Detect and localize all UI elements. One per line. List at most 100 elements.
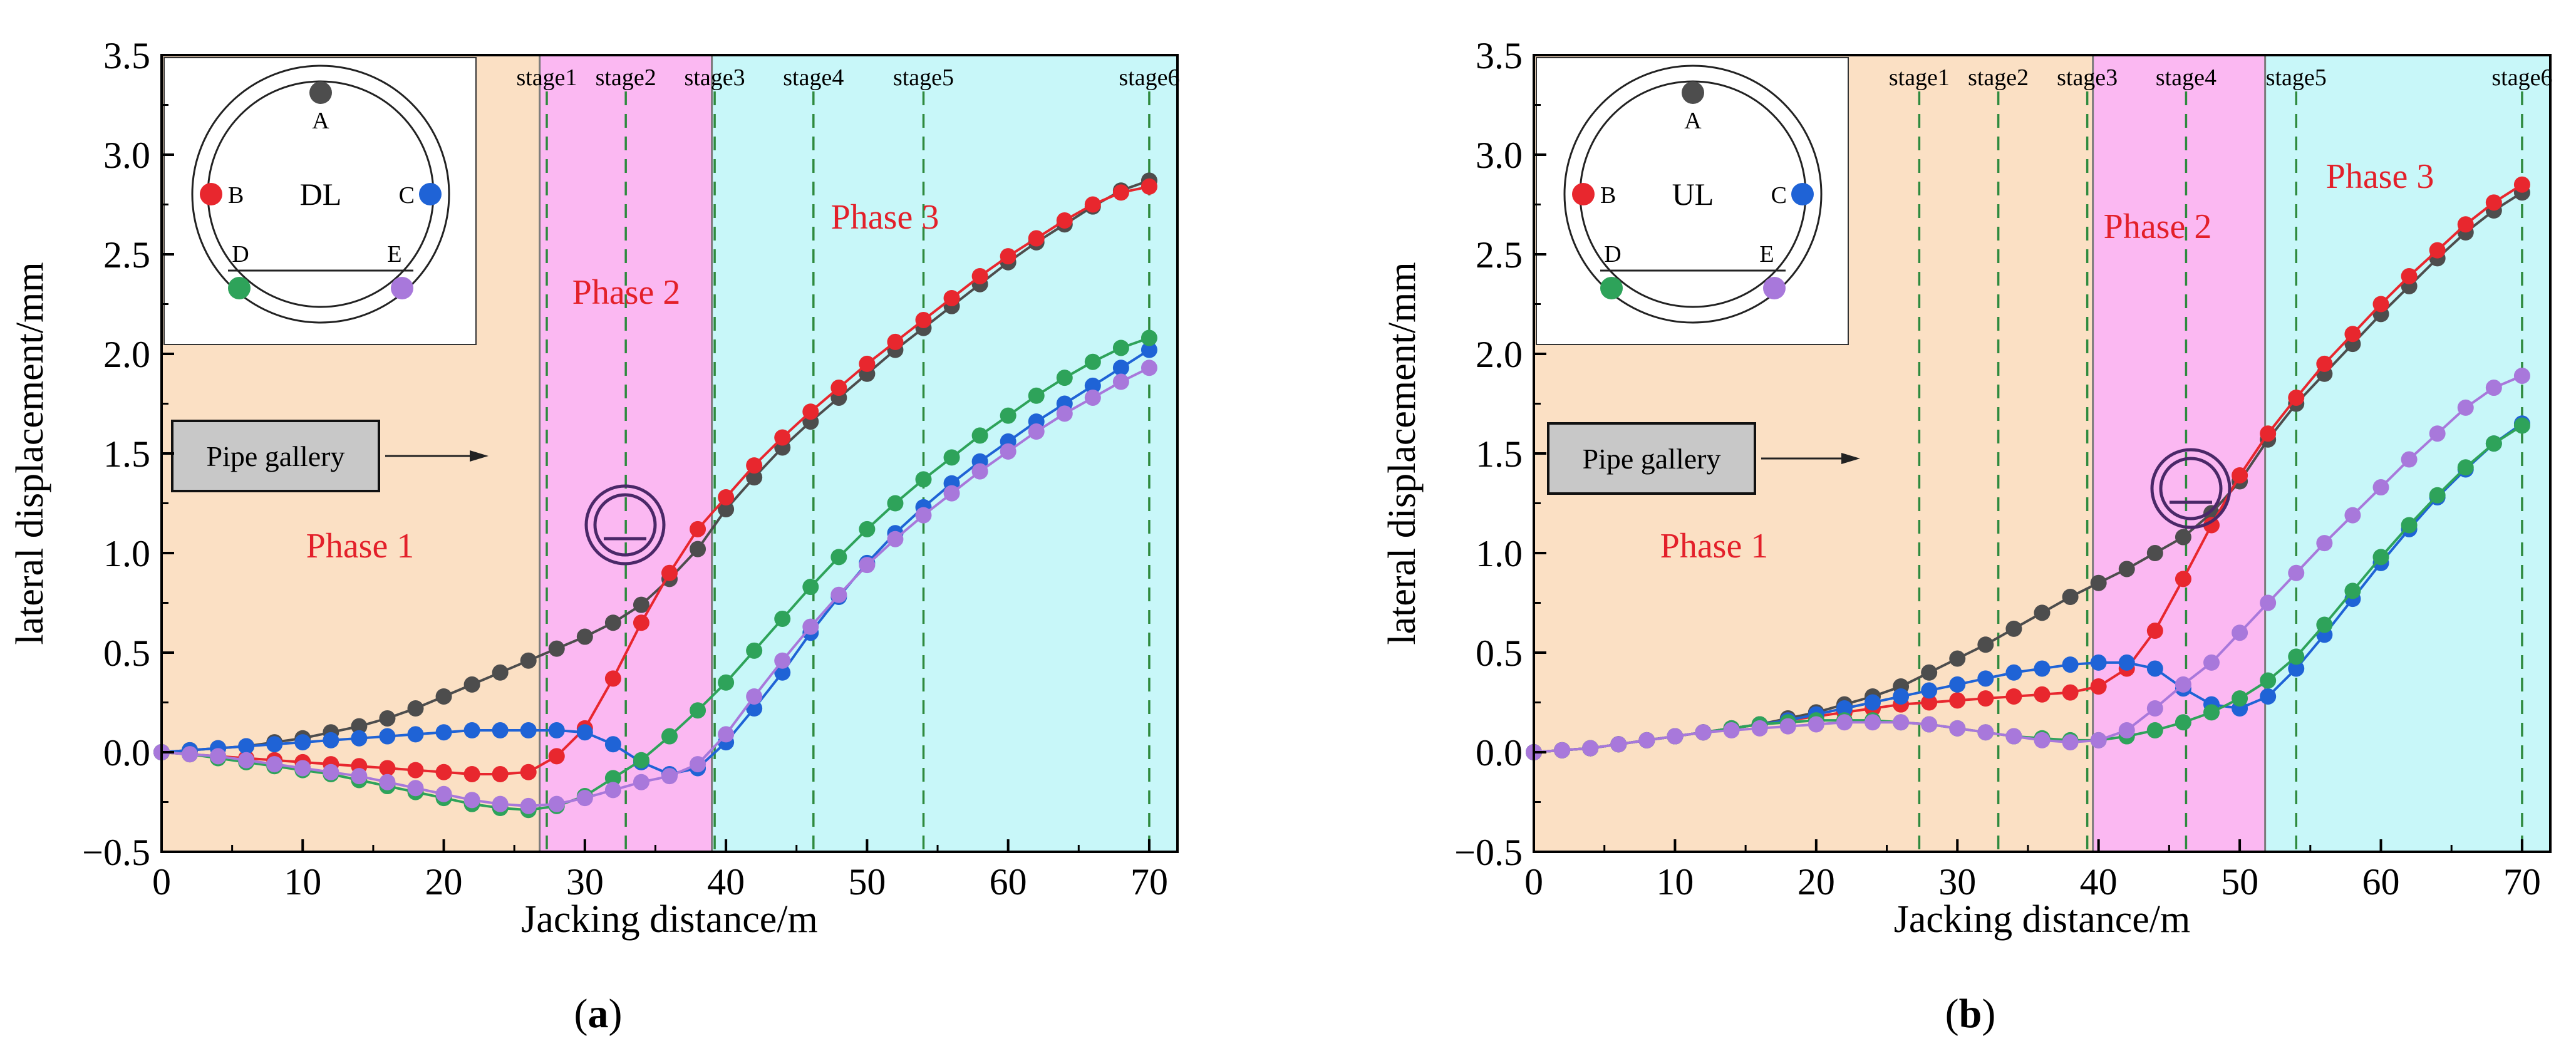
data-point-D <box>2429 487 2446 504</box>
data-point-B <box>2485 194 2502 211</box>
data-point-C <box>323 732 339 748</box>
data-point-D <box>661 728 678 745</box>
y-tick-label: 1.5 <box>1476 433 1523 475</box>
measuring-point-D <box>228 277 251 299</box>
data-point-B <box>2316 355 2333 372</box>
measuring-point-E <box>391 277 413 299</box>
measuring-point-label-B: B <box>228 182 244 209</box>
data-point-D <box>915 471 932 488</box>
data-point-E <box>830 586 847 603</box>
data-point-A <box>1921 664 1938 681</box>
data-point-B <box>830 380 847 396</box>
data-point-D <box>830 549 847 566</box>
data-point-C <box>1893 688 1910 705</box>
data-point-C <box>2288 660 2305 677</box>
phase-labels: Phase 1 Phase 2 Phase 3 <box>306 198 939 566</box>
stage-label-1: stage1 <box>1889 65 1950 91</box>
measuring-point-label-C: C <box>399 182 415 209</box>
data-point-E <box>971 463 988 480</box>
data-point-A <box>379 710 396 727</box>
data-point-E <box>1865 714 1881 731</box>
data-point-C <box>435 724 452 741</box>
data-point-A <box>2090 574 2107 591</box>
data-point-C <box>379 728 396 745</box>
panel-caption: (a) <box>574 991 623 1037</box>
data-point-B <box>1028 230 1045 247</box>
x-tick-label: 70 <box>2503 861 2541 903</box>
data-point-C <box>774 664 791 681</box>
data-point-E <box>2005 728 2022 745</box>
data-point-C <box>351 730 368 747</box>
caption-open-paren: ( <box>1945 991 1959 1037</box>
y-tick-label: 1.0 <box>103 533 150 574</box>
data-point-E <box>802 618 819 635</box>
data-point-E <box>435 785 452 802</box>
pipe-gallery-label: Pipe gallery <box>1583 443 1721 475</box>
data-point-B <box>2090 678 2107 695</box>
phase-label-1: Phase 1 <box>1660 527 1769 566</box>
measuring-point-label-A: A <box>1684 108 1702 134</box>
data-point-C <box>463 722 480 739</box>
data-point-C <box>2260 688 2277 705</box>
diagram-label: UL <box>1672 177 1714 212</box>
stage-label-4: stage4 <box>2156 65 2216 91</box>
pipe-gallery-box <box>171 420 380 492</box>
data-point-E <box>1977 724 1994 741</box>
data-point-D <box>2175 714 2191 731</box>
data-point-B <box>2288 389 2305 406</box>
series <box>153 172 1157 819</box>
data-point-E <box>746 688 763 705</box>
measuring-point-label-D: D <box>232 241 249 267</box>
x-tick-label: 20 <box>425 861 463 903</box>
pipe-symbol-inner <box>2159 457 2223 520</box>
data-point-A <box>492 664 509 681</box>
pipe-symbol-icon <box>2150 448 2232 529</box>
y-tick-label: 0.5 <box>1476 633 1523 674</box>
data-point-B <box>661 564 678 581</box>
data-point-B <box>2260 425 2277 442</box>
data-point-E <box>2034 732 2051 748</box>
data-point-E <box>661 768 678 785</box>
measuring-point-D <box>1600 277 1623 299</box>
measuring-point-B <box>200 183 222 205</box>
pipe-symbol-outer <box>584 484 666 566</box>
measuring-point-label-E: E <box>387 241 401 267</box>
stage-label-6: stage6 <box>2491 65 2552 91</box>
data-point-B <box>1141 178 1157 195</box>
data-point-B <box>2344 326 2361 343</box>
data-point-D <box>1084 353 1101 370</box>
data-point-B <box>463 765 480 782</box>
data-point-B <box>2203 517 2220 534</box>
phase-label-3: Phase 3 <box>831 198 939 237</box>
data-point-B <box>407 762 424 779</box>
data-point-E <box>266 756 283 773</box>
y-tick-label: 1.5 <box>103 433 150 475</box>
y-tick-label: 3.5 <box>1476 35 1523 76</box>
data-point-B <box>435 764 452 780</box>
series-E <box>153 360 1157 814</box>
data-point-A <box>520 652 537 669</box>
diagram-label: DL <box>300 177 342 212</box>
pipe-gallery-label: Pipe gallery <box>207 440 345 472</box>
data-point-E <box>2401 451 2418 468</box>
data-point-E <box>2372 479 2389 496</box>
pipe-symbol-outer <box>2150 448 2232 529</box>
stage-markers: stage1 stage2 stage3 stage4 stage5 stage6 <box>1889 65 2552 852</box>
data-point-C <box>1865 694 1881 711</box>
data-point-E <box>2203 654 2220 671</box>
y-tick-label: 0.0 <box>103 732 150 774</box>
data-point-D <box>802 579 819 596</box>
data-point-B <box>1949 692 1966 709</box>
data-point-E <box>407 780 424 797</box>
x-tick-label: 0 <box>1524 861 1543 903</box>
data-point-B <box>492 765 509 782</box>
stage-label-2: stage2 <box>1968 65 2029 91</box>
data-point-E <box>2316 535 2333 552</box>
data-point-A <box>718 501 735 518</box>
data-point-E <box>2485 380 2502 396</box>
data-point-E <box>520 797 537 814</box>
data-point-E <box>604 782 621 799</box>
data-point-E <box>1893 714 1910 731</box>
x-tick-label: 10 <box>284 861 321 903</box>
stage-label-1: stage1 <box>516 65 577 91</box>
